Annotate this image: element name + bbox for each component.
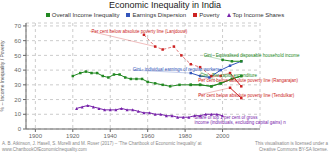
svg-text:2000: 2000: [216, 133, 230, 139]
html-text:Earnings Dispersion: Earnings Dispersion: [132, 12, 187, 18]
svg-text:Gini - individual earnings of: Gini - individual earnings of regular wo…: [132, 66, 220, 72]
html-text:Top Income Shares: Top Income Shares: [232, 12, 285, 18]
svg-text:Per cent below absolute povert: Per cent below absolute poverty line (Ra…: [198, 78, 298, 83]
html-text:This visualisation is licensed: This visualisation is licensed under a C…: [255, 141, 328, 152]
svg-text:Gini - Equivalised disposable: Gini - Equivalised disposable household …: [204, 53, 300, 58]
svg-text:30: 30: [14, 82, 21, 88]
svg-text:20: 20: [14, 97, 21, 103]
svg-text:1980: 1980: [178, 133, 192, 139]
svg-text:Gini - Per capita expenditure: Gini - Per capita expenditure: [200, 72, 258, 77]
svg-text:% -- Income Inequality / Pover: % -- Income Inequality / Poverty: [0, 40, 5, 111]
svg-text:1960: 1960: [141, 133, 155, 139]
svg-text:1920: 1920: [66, 133, 80, 139]
svg-text:0: 0: [18, 126, 22, 132]
svg-text:50: 50: [14, 53, 21, 59]
svg-text:60: 60: [14, 38, 21, 44]
svg-text:1900: 1900: [29, 133, 43, 139]
html-text:A. B. Atkinson, J. Hasell, S.: A. B. Atkinson, J. Hasell, S. Morelli an…: [2, 141, 202, 152]
html-text:Overall Income Inequality: Overall Income Inequality: [51, 12, 120, 18]
html-text:Poverty: Poverty: [199, 12, 220, 18]
svg-text:Share of top 1 per cent of gro: Share of top 1 per cent of grossincome (…: [194, 114, 286, 124]
svg-text:10: 10: [14, 111, 21, 117]
svg-text:Per cent below absolute povert: Per cent below absolute poverty line (Te…: [198, 93, 295, 98]
svg-text:70: 70: [14, 23, 21, 29]
svg-text:40: 40: [14, 67, 21, 73]
svg-text:Per cent below absolute povert: Per cent below absolute poverty line (La…: [92, 29, 188, 34]
html-text:Economic Inequality in India: Economic Inequality in India: [109, 0, 221, 10]
svg-text:1940: 1940: [104, 133, 118, 139]
